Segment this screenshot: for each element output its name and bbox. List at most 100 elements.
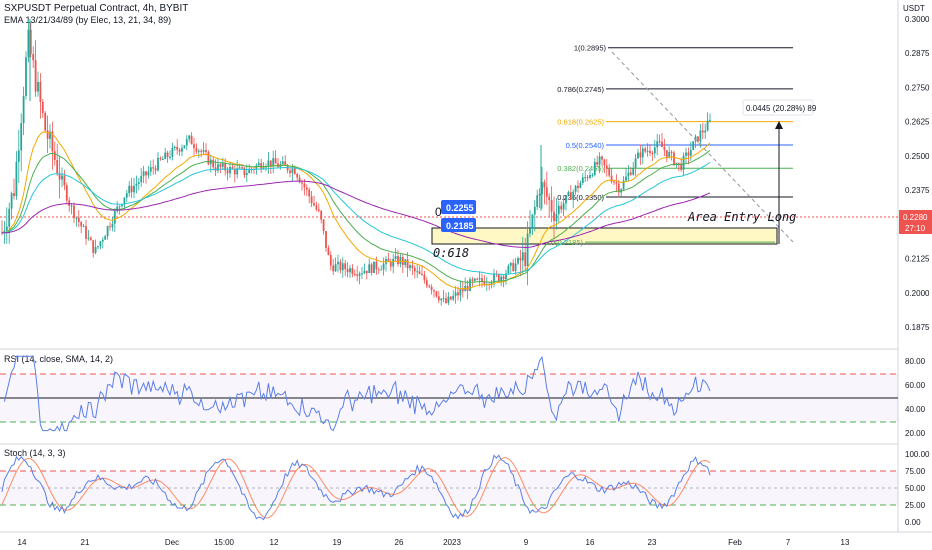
candle-body bbox=[704, 130, 707, 133]
candle-body bbox=[85, 226, 87, 239]
rsi-title: RSI (14, close, SMA, 14, 2) bbox=[4, 354, 113, 364]
candle-body bbox=[531, 214, 534, 229]
candle-body bbox=[682, 155, 685, 170]
entry-zone-rect[interactable] bbox=[431, 227, 778, 245]
candle-body bbox=[368, 264, 371, 274]
candle-body bbox=[10, 193, 13, 209]
candle-body bbox=[329, 255, 332, 266]
measure-label: 0.0445 (20.28%) 89 bbox=[746, 104, 817, 113]
candle-body bbox=[236, 168, 239, 175]
candle-body bbox=[706, 120, 709, 131]
candle-body bbox=[22, 95, 25, 124]
candle-body bbox=[481, 278, 483, 282]
price-tick: 0.2375 bbox=[905, 186, 930, 195]
candle-body bbox=[195, 147, 198, 152]
time-tick: 2023 bbox=[443, 538, 461, 547]
candle-body bbox=[375, 261, 378, 270]
candle-body bbox=[77, 217, 80, 223]
candle-body bbox=[49, 131, 51, 139]
candle-body bbox=[65, 185, 68, 201]
candles bbox=[1, 19, 711, 306]
candle-body bbox=[15, 161, 18, 196]
candle-body bbox=[562, 203, 565, 210]
candle-body bbox=[344, 263, 347, 270]
candle-body bbox=[157, 157, 159, 171]
candle-body bbox=[274, 158, 277, 164]
candle-body bbox=[245, 173, 248, 176]
candle-body bbox=[483, 281, 486, 286]
time-tick: 19 bbox=[333, 538, 342, 547]
candle-body bbox=[613, 181, 615, 183]
candle-body bbox=[224, 163, 227, 171]
candle-body bbox=[425, 280, 428, 286]
candle-body bbox=[526, 233, 529, 267]
candle-body bbox=[29, 29, 32, 55]
fib-trend-line[interactable] bbox=[611, 51, 794, 243]
stoch-band bbox=[0, 471, 898, 505]
candle-body bbox=[109, 226, 111, 228]
candle-body bbox=[351, 268, 354, 274]
candle-body bbox=[373, 261, 375, 273]
candle-body bbox=[356, 274, 359, 276]
fibonacci-retracement[interactable]: 1(0.2895) 0.786(0.2745) 0.618(0.2625) 0.5(0… bbox=[551, 44, 793, 247]
candle-body bbox=[123, 197, 126, 205]
zone-top-badge bbox=[441, 200, 476, 214]
candle-body bbox=[145, 171, 147, 176]
candle-body bbox=[524, 252, 527, 267]
candle-body bbox=[99, 241, 102, 247]
candle-body bbox=[243, 167, 246, 176]
candle-body bbox=[447, 296, 450, 303]
candle-body bbox=[399, 257, 402, 265]
candle-body bbox=[51, 131, 54, 152]
candle-body bbox=[39, 81, 42, 102]
fib-level-label: 0.618(0.2625) bbox=[557, 118, 604, 127]
candle-body bbox=[339, 261, 342, 271]
time-tick: Dec bbox=[165, 538, 179, 547]
candle-body bbox=[296, 174, 299, 178]
candle-body bbox=[661, 141, 663, 148]
candle-body bbox=[490, 282, 493, 285]
price-tick: 0.2000 bbox=[905, 289, 930, 298]
candle-body bbox=[121, 204, 123, 207]
candle-body bbox=[641, 148, 644, 158]
stoch-k-line bbox=[1, 454, 711, 521]
candle-body bbox=[89, 237, 92, 241]
candle-body bbox=[617, 183, 620, 193]
candle-body bbox=[557, 205, 560, 215]
candle-body bbox=[190, 135, 193, 145]
candle-body bbox=[584, 177, 587, 179]
candle-body bbox=[272, 158, 275, 167]
candle-body bbox=[313, 203, 315, 206]
fib-level-label: 0.382(0.2455) bbox=[557, 164, 604, 173]
candle-body bbox=[75, 217, 78, 219]
candle-body bbox=[327, 248, 330, 256]
rsi-tick: 20.00 bbox=[905, 429, 926, 438]
candle-body bbox=[639, 152, 642, 158]
candle-body bbox=[92, 240, 95, 253]
candle-body bbox=[507, 265, 510, 274]
candle-body bbox=[675, 162, 678, 165]
candle-body bbox=[529, 228, 531, 234]
ema-line-13 bbox=[1, 131, 711, 290]
candle-body bbox=[159, 157, 162, 160]
candle-body bbox=[231, 166, 234, 169]
rsi-tick: 60.00 bbox=[905, 381, 926, 390]
candle-body bbox=[8, 208, 11, 227]
candle-body bbox=[505, 273, 507, 280]
candle-body bbox=[154, 168, 157, 171]
candle-body bbox=[301, 182, 303, 184]
candle-body bbox=[238, 167, 241, 169]
candle-body bbox=[586, 177, 589, 179]
time-tick: 21 bbox=[81, 538, 90, 547]
candle-body bbox=[622, 180, 625, 190]
symbol-title: SXPUSDT Perpetual Contract, 4h, BYBIT bbox=[4, 3, 188, 14]
candle-body bbox=[694, 136, 697, 142]
candle-body bbox=[87, 237, 90, 239]
candle-body bbox=[200, 150, 203, 152]
candle-body bbox=[545, 187, 548, 197]
candle-body bbox=[404, 259, 407, 265]
candle-body bbox=[632, 167, 635, 175]
candle-body bbox=[651, 152, 654, 154]
candle-body bbox=[365, 270, 368, 274]
